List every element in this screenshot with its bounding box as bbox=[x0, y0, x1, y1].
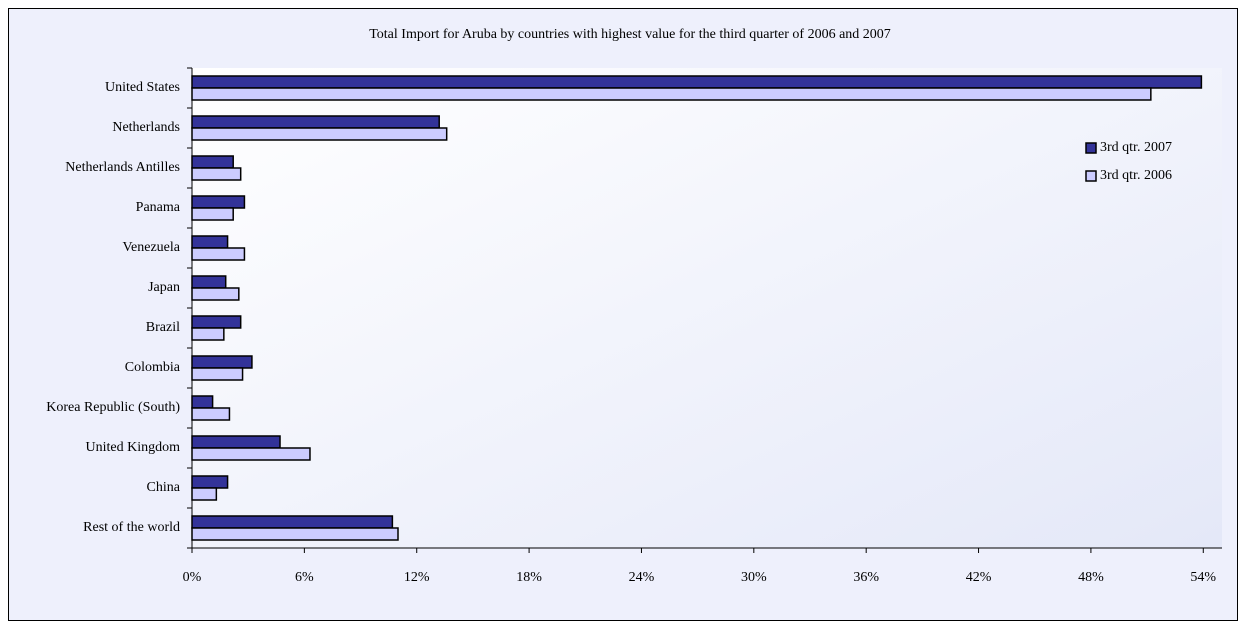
bar bbox=[191, 515, 394, 529]
x-tick-label: 42% bbox=[966, 570, 992, 585]
x-tick-label: 12% bbox=[404, 570, 430, 585]
bar bbox=[191, 167, 242, 181]
bar bbox=[191, 75, 1203, 89]
y-tick-label: Colombia bbox=[125, 360, 181, 375]
y-tick-label: Venezuela bbox=[122, 240, 180, 255]
bar bbox=[191, 435, 281, 449]
y-tick-label: United Kingdom bbox=[86, 440, 181, 455]
bar bbox=[191, 355, 253, 369]
bar bbox=[191, 527, 399, 541]
bar bbox=[191, 367, 244, 381]
bar bbox=[191, 395, 214, 409]
y-tick-label: Korea Republic (South) bbox=[46, 400, 180, 415]
plot-area bbox=[192, 68, 1222, 548]
y-tick-label: China bbox=[147, 480, 181, 495]
y-tick-label: Japan bbox=[148, 280, 180, 295]
bar bbox=[191, 235, 229, 249]
y-tick-label: Brazil bbox=[146, 320, 180, 335]
legend-label: 3rd qtr. 2006 bbox=[1100, 168, 1172, 183]
x-tick-label: 36% bbox=[853, 570, 879, 585]
chart-title: Total Import for Aruba by countries with… bbox=[369, 27, 891, 42]
x-tick-label: 48% bbox=[1078, 570, 1104, 585]
bar bbox=[191, 127, 448, 141]
bar bbox=[191, 327, 225, 341]
bar bbox=[191, 275, 227, 289]
bar bbox=[191, 315, 242, 329]
bar bbox=[191, 447, 311, 461]
x-tick-label: 18% bbox=[516, 570, 542, 585]
bar bbox=[191, 155, 234, 169]
bar bbox=[191, 487, 218, 501]
x-tick-label: 24% bbox=[629, 570, 655, 585]
bar bbox=[191, 195, 246, 209]
bar bbox=[191, 115, 440, 129]
legend-swatch bbox=[1085, 170, 1097, 182]
bar bbox=[191, 207, 234, 221]
x-tick-label: 30% bbox=[741, 570, 767, 585]
bar bbox=[191, 475, 229, 489]
bar bbox=[191, 287, 240, 301]
bar bbox=[191, 87, 1152, 101]
y-tick-label: Panama bbox=[136, 200, 181, 215]
y-tick-label: United States bbox=[105, 80, 180, 95]
x-tick-label: 0% bbox=[183, 570, 202, 585]
bar bbox=[191, 247, 246, 261]
x-tick-label: 54% bbox=[1190, 570, 1216, 585]
x-tick-label: 6% bbox=[295, 570, 314, 585]
legend-label: 3rd qtr. 2007 bbox=[1100, 140, 1172, 155]
y-tick-label: Netherlands bbox=[112, 120, 180, 135]
bar bbox=[191, 407, 231, 421]
y-tick-label: Rest of the world bbox=[83, 520, 180, 535]
y-tick-label: Netherlands Antilles bbox=[65, 160, 180, 175]
legend-swatch bbox=[1085, 142, 1097, 154]
